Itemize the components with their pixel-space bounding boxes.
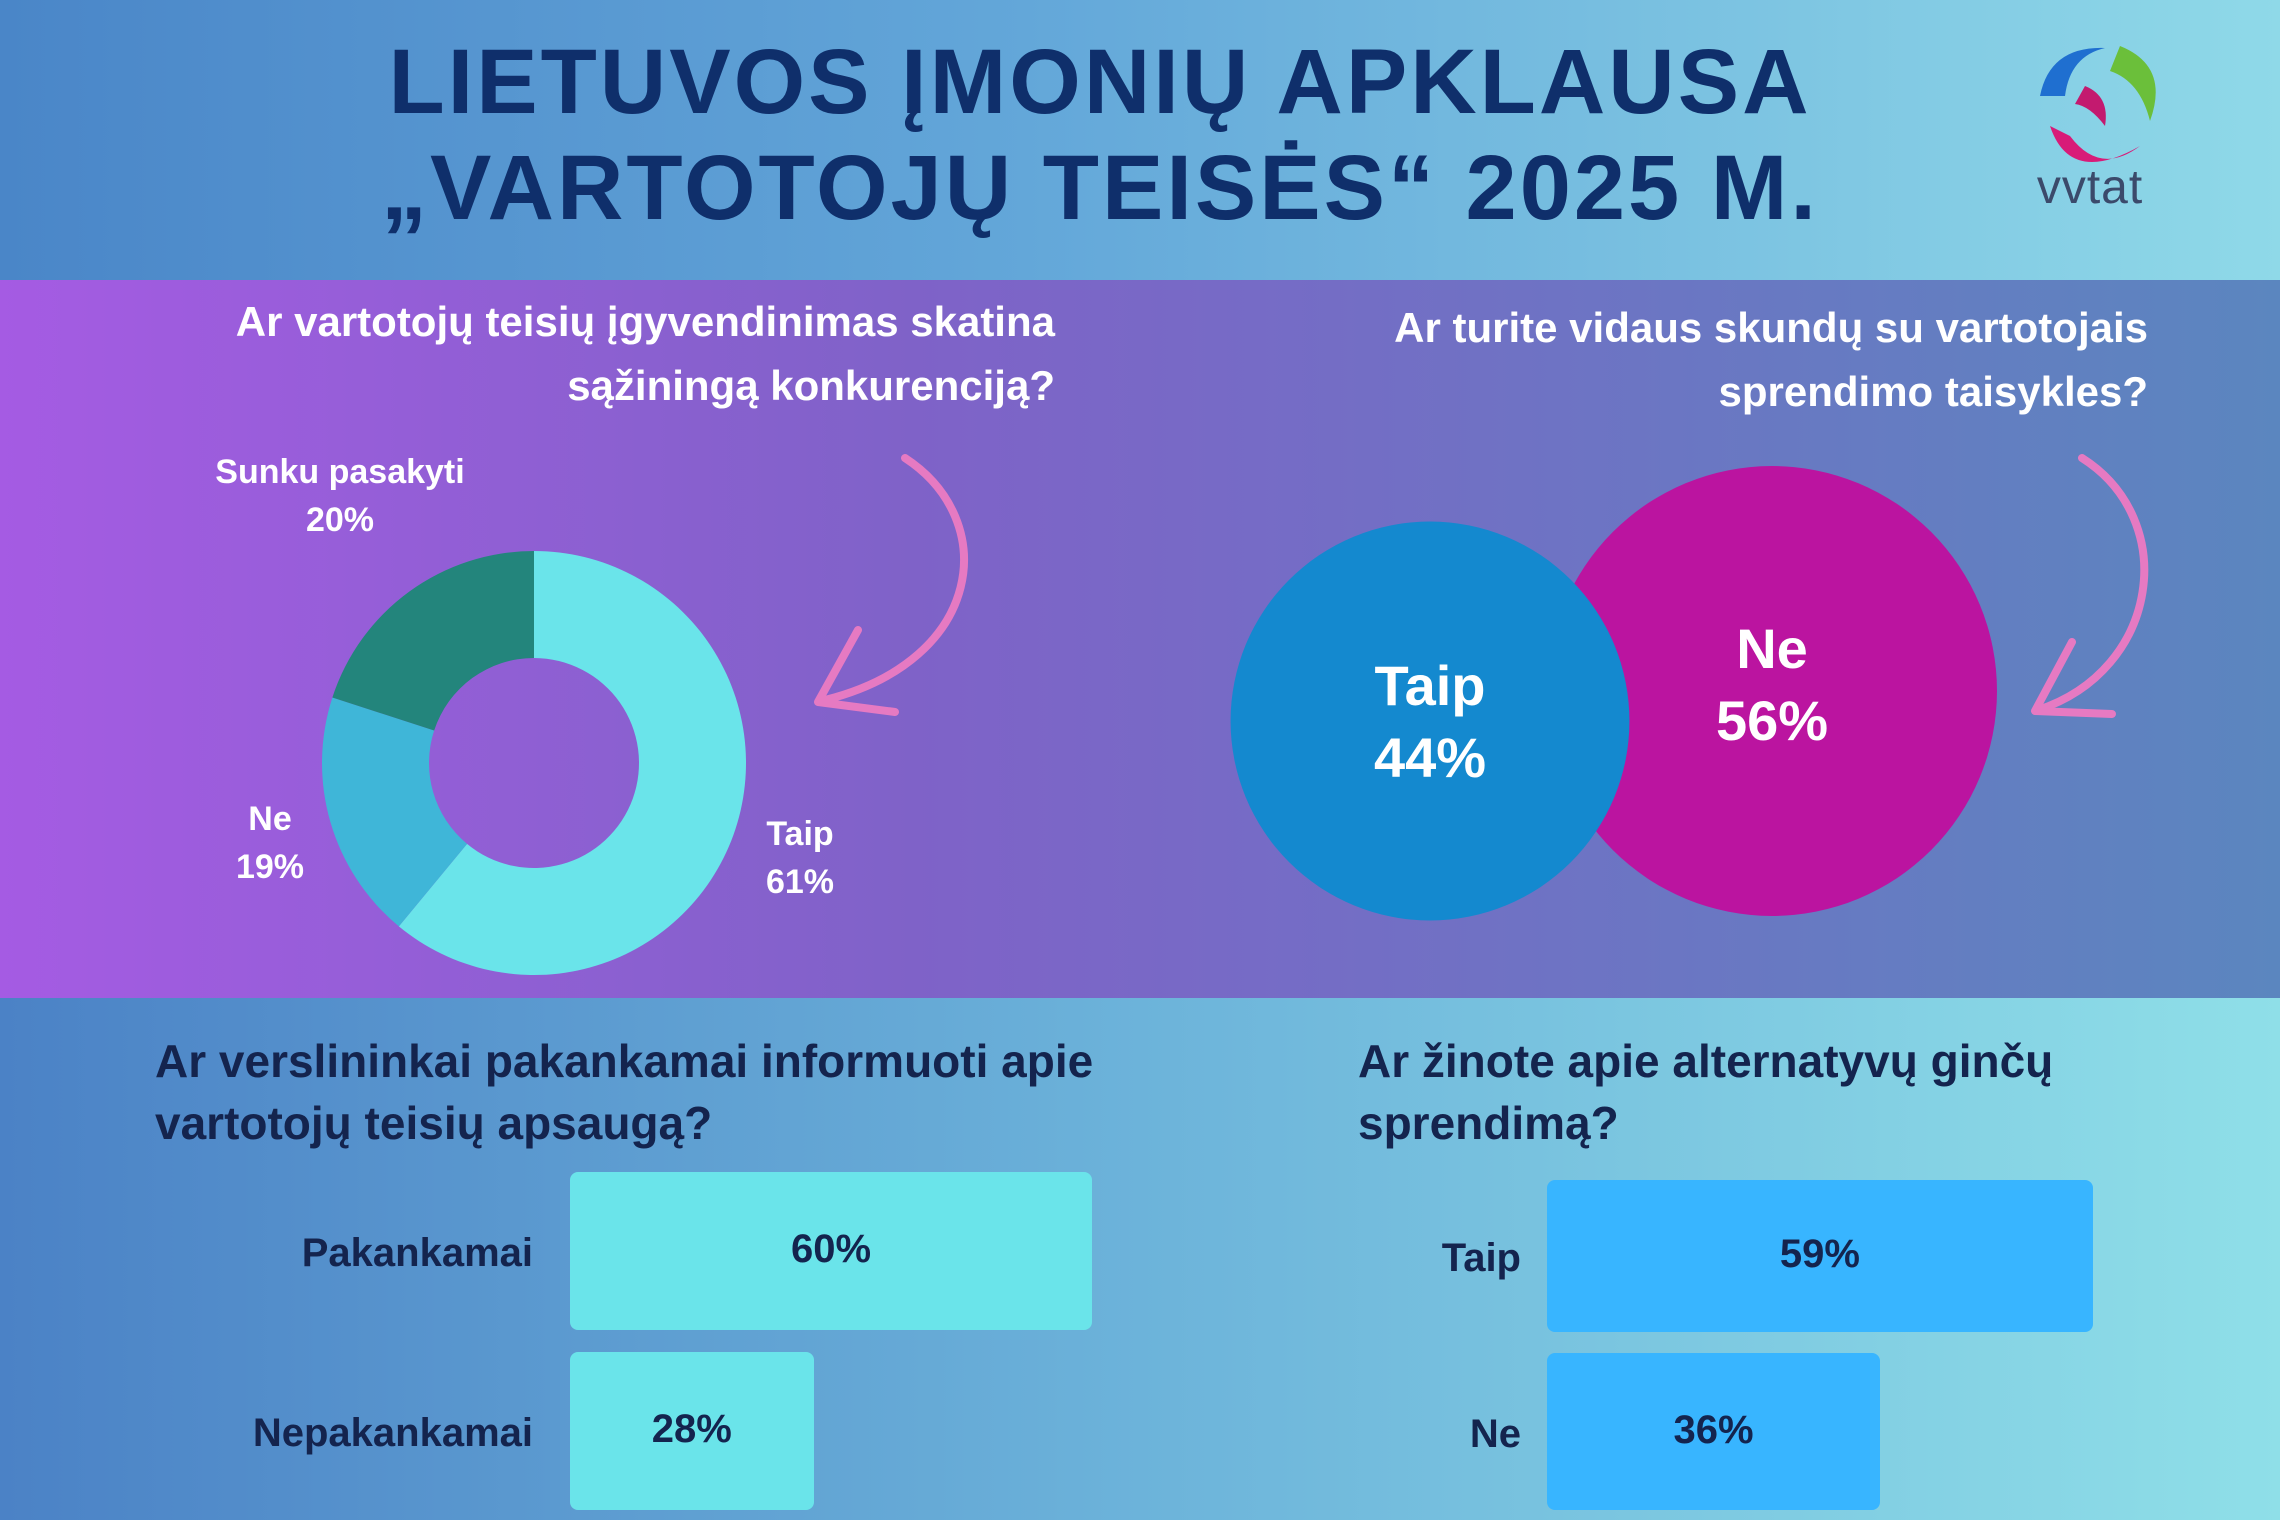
circle-label-taip: Taip 44% xyxy=(1374,654,1486,789)
question-complaint-rules: Ar turite vidaus skundų su vartotojais s… xyxy=(1394,304,2148,415)
informed-bar-category-0: Pakankamai xyxy=(301,1231,533,1275)
question-adr: Ar žinote apie alternatyvų ginčų sprendi… xyxy=(1358,1035,2054,1149)
adr-bar-value-0: 59% xyxy=(1779,1232,1860,1276)
informed-bar-0 xyxy=(570,1172,1092,1330)
donut-label-sunku: Sunku pasakyti 20% xyxy=(215,453,465,539)
donut-slice-ne xyxy=(321,697,468,927)
arrow-head-icon xyxy=(814,626,899,716)
logo-text: vvtat xyxy=(2036,161,2144,214)
arrow-head-icon xyxy=(2031,638,2116,718)
adr-bar-1 xyxy=(1547,1353,1880,1510)
informed-bar-category-1: Nepakankamai xyxy=(252,1411,533,1455)
adr-bar-0 xyxy=(1547,1180,2093,1332)
adr-bar-category-0: Taip xyxy=(1441,1236,1521,1280)
arrow-icon xyxy=(821,454,968,704)
arrow-icon xyxy=(2034,454,2149,714)
adr-bar-category-1: Ne xyxy=(1469,1411,1521,1456)
donut-slice-taip xyxy=(398,551,747,976)
circle-ne xyxy=(1547,466,1997,916)
page-title-line1: LIETUVOS ĮMONIŲ APKLAUSA xyxy=(388,31,1812,133)
question-competition: Ar vartotojų teisių įgyvendinimas skatin… xyxy=(235,298,1055,409)
donut-slice-sunku-pasakyti xyxy=(332,551,534,731)
vvtat-logo-icon xyxy=(2040,46,2156,162)
adr-bar-value-1: 36% xyxy=(1673,1407,1754,1452)
informed-bar-value-0: 60% xyxy=(790,1227,872,1271)
informed-bar-1 xyxy=(570,1352,814,1510)
circle-label-ne: Ne 56% xyxy=(1716,617,1828,752)
question-informed: Ar verslininkai pakankamai informuoti ap… xyxy=(155,1035,1094,1149)
header-band xyxy=(0,0,2280,280)
donut-label-ne: Ne 19% xyxy=(235,800,305,886)
donut-label-taip: Taip 61% xyxy=(765,815,835,901)
page-title-line2: „VARTOTOJŲ TEISĖS“ 2025 M. xyxy=(381,137,1819,239)
informed-bar-value-1: 28% xyxy=(651,1407,732,1451)
circle-taip xyxy=(1230,521,1630,921)
